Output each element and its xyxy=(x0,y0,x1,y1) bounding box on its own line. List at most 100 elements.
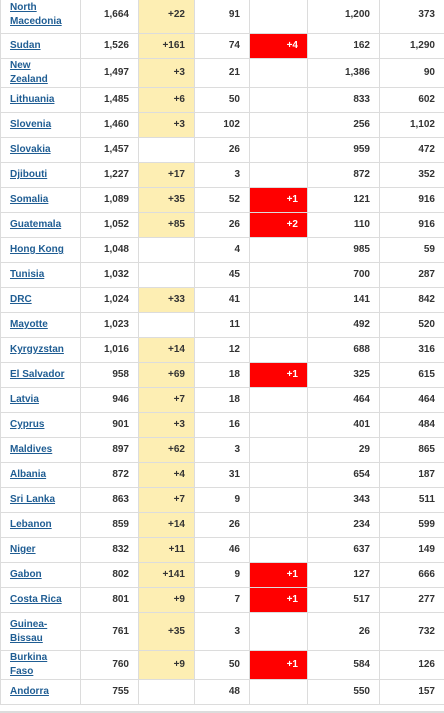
country-link[interactable]: Maldives xyxy=(10,444,53,455)
total-deaths-cell: 18 xyxy=(194,362,250,388)
country-link[interactable]: Lithuania xyxy=(10,94,55,105)
country-name-cell: Kyrgyzstan xyxy=(0,337,81,363)
new-cases-cell: +33 xyxy=(138,287,195,313)
total-cases-cell: 760 xyxy=(80,650,139,680)
new-cases-cell: +11 xyxy=(138,537,195,563)
country-name-cell: Slovakia xyxy=(0,137,81,163)
total-cases-cell: 1,227 xyxy=(80,162,139,188)
new-deaths-cell xyxy=(249,387,308,413)
country-link[interactable]: Andorra xyxy=(10,686,49,697)
active-cases-cell: 90 xyxy=(379,58,444,88)
country-link[interactable]: Latvia xyxy=(10,394,39,405)
country-link[interactable]: Sudan xyxy=(10,40,41,51)
country-link[interactable]: Costa Rica xyxy=(10,594,62,605)
country-name-cell: Gabon xyxy=(0,562,81,588)
country-link[interactable]: Gabon xyxy=(10,569,42,580)
total-recovered-cell: 234 xyxy=(307,512,380,538)
country-link[interactable]: Mayotte xyxy=(10,319,48,330)
country-link[interactable]: Albania xyxy=(10,469,47,480)
country-link[interactable]: Burkina Faso xyxy=(10,652,48,677)
active-cases-cell: 287 xyxy=(379,262,444,288)
total-recovered-cell: 325 xyxy=(307,362,380,388)
table-row: Tunisia 1,032 45 700 287 xyxy=(0,262,444,288)
active-cases-cell: 511 xyxy=(379,487,444,513)
total-deaths-cell: 3 xyxy=(194,162,250,188)
total-cases-cell: 863 xyxy=(80,487,139,513)
table-row: Albania 872 +4 31 654 187 xyxy=(0,462,444,488)
total-recovered-cell: 700 xyxy=(307,262,380,288)
total-deaths-cell: 4 xyxy=(194,237,250,263)
country-link[interactable]: Slovakia xyxy=(10,144,51,155)
table-row: Gabon 802 +141 9 +1 127 666 xyxy=(0,562,444,588)
active-cases-cell: 1,102 xyxy=(379,112,444,138)
total-recovered-cell: 654 xyxy=(307,462,380,488)
country-link[interactable]: Slovenia xyxy=(10,119,52,130)
total-cases-cell: 1,032 xyxy=(80,262,139,288)
country-link[interactable]: Somalia xyxy=(10,194,49,205)
active-cases-cell: 277 xyxy=(379,587,444,613)
country-name-cell: Lebanon xyxy=(0,512,81,538)
total-recovered-cell: 256 xyxy=(307,112,380,138)
total-recovered-cell: 343 xyxy=(307,487,380,513)
total-cases-cell: 1,023 xyxy=(80,312,139,338)
table-row: Guinea-Bissau 761 +35 3 26 732 xyxy=(0,612,444,651)
country-link[interactable]: Hong Kong xyxy=(10,244,64,255)
new-cases-cell: +35 xyxy=(138,612,195,651)
new-cases-cell xyxy=(138,262,195,288)
country-link[interactable]: Guinea-Bissau xyxy=(10,618,48,644)
country-link[interactable]: North Macedonia xyxy=(10,1,62,27)
country-link[interactable]: Cyprus xyxy=(10,419,45,430)
new-cases-cell: +85 xyxy=(138,212,195,238)
new-deaths-cell: +2 xyxy=(249,212,308,238)
country-name-cell: Costa Rica xyxy=(0,587,81,613)
total-deaths-cell: 11 xyxy=(194,312,250,338)
new-deaths-cell xyxy=(249,87,308,113)
country-name-cell: Guatemala xyxy=(0,212,81,238)
country-link[interactable]: DRC xyxy=(10,294,32,305)
new-cases-cell: +22 xyxy=(138,0,195,34)
country-link[interactable]: New Zealand xyxy=(10,60,48,85)
total-cases-cell: 1,664 xyxy=(80,0,139,34)
total-cases-cell: 901 xyxy=(80,412,139,438)
total-cases-cell: 1,526 xyxy=(80,33,139,59)
total-deaths-cell: 91 xyxy=(194,0,250,34)
total-cases-cell: 1,497 xyxy=(80,58,139,88)
country-link[interactable]: Tunisia xyxy=(10,269,45,280)
table-row: Hong Kong 1,048 4 985 59 xyxy=(0,237,444,263)
new-deaths-cell: +4 xyxy=(249,33,308,59)
active-cases-cell: 472 xyxy=(379,137,444,163)
country-name-cell: DRC xyxy=(0,287,81,313)
total-deaths-cell: 16 xyxy=(194,412,250,438)
total-recovered-cell: 26 xyxy=(307,612,380,651)
total-recovered-cell: 464 xyxy=(307,387,380,413)
table-row: Sudan 1,526 +161 74 +4 162 1,290 xyxy=(0,33,444,59)
total-cases-cell: 1,016 xyxy=(80,337,139,363)
total-recovered-cell: 584 xyxy=(307,650,380,680)
new-cases-cell: +7 xyxy=(138,487,195,513)
new-deaths-cell xyxy=(249,287,308,313)
total-recovered-cell: 550 xyxy=(307,679,380,705)
new-cases-cell: +7 xyxy=(138,387,195,413)
country-name-cell: Somalia xyxy=(0,187,81,213)
table-row: Lebanon 859 +14 26 234 599 xyxy=(0,512,444,538)
country-link[interactable]: Kyrgyzstan xyxy=(10,344,64,355)
total-deaths-cell: 9 xyxy=(194,562,250,588)
country-link[interactable]: Niger xyxy=(10,544,36,555)
active-cases-cell: 916 xyxy=(379,212,444,238)
country-name-cell: Niger xyxy=(0,537,81,563)
country-name-cell: Mayotte xyxy=(0,312,81,338)
country-link[interactable]: Lebanon xyxy=(10,519,52,530)
total-deaths-cell: 52 xyxy=(194,187,250,213)
total-deaths-cell: 26 xyxy=(194,137,250,163)
active-cases-cell: 666 xyxy=(379,562,444,588)
country-link[interactable]: El Salvador xyxy=(10,369,65,380)
country-name-cell: Lithuania xyxy=(0,87,81,113)
new-deaths-cell xyxy=(249,312,308,338)
new-cases-cell: +17 xyxy=(138,162,195,188)
total-cases-cell: 1,052 xyxy=(80,212,139,238)
country-link[interactable]: Guatemala xyxy=(10,219,62,230)
country-name-cell: Sri Lanka xyxy=(0,487,81,513)
new-deaths-cell xyxy=(249,679,308,705)
country-link[interactable]: Sri Lanka xyxy=(10,494,56,505)
country-link[interactable]: Djibouti xyxy=(10,169,48,180)
